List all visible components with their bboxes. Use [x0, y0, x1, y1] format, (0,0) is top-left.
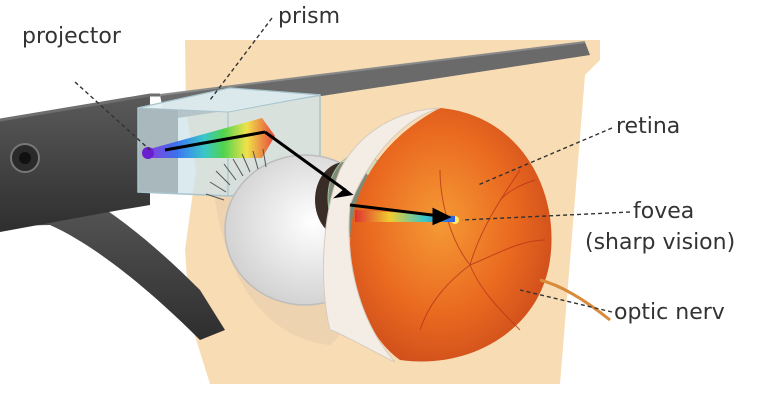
- light-path-arrows: [164, 130, 452, 226]
- fovea-leader-line: [461, 211, 631, 221]
- prism-leader-line: [209, 17, 273, 101]
- projector-label: projector: [22, 24, 121, 49]
- projector-leader-line: [74, 81, 151, 151]
- retina-leader-line: [477, 127, 613, 186]
- optic-nerve-label: optic nerv: [614, 300, 725, 325]
- glasses-temple-edge: [159, 41, 586, 96]
- eyeball-section: [350, 108, 552, 362]
- projector-source: [142, 147, 154, 159]
- eyelashes: [205, 148, 267, 201]
- prism-block-top: [137, 87, 321, 113]
- eyeball-cut-face: [322, 107, 441, 363]
- retina-label: retina: [616, 114, 681, 139]
- projector-housing-top: [0, 93, 160, 122]
- eye-beam: [355, 210, 455, 222]
- prism-label: prism: [278, 4, 341, 29]
- optic-nerve: [539, 278, 611, 322]
- glasses-lower-frame: [0, 185, 225, 340]
- fovea-label: fovea: [633, 199, 695, 224]
- fovea-note-label: (sharp vision): [585, 230, 736, 255]
- leader-lines: [74, 17, 631, 313]
- optic-nerve-leader-line: [519, 289, 613, 313]
- projector-housing: [0, 95, 150, 232]
